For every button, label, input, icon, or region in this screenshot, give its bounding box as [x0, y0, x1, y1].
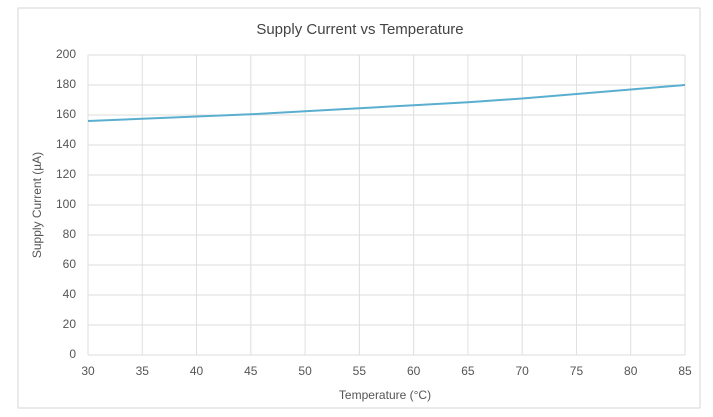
data-line	[87, 84, 686, 122]
y-tick-label: 120	[56, 167, 76, 181]
y-tick-label: 80	[63, 227, 77, 241]
x-tick-label: 80	[624, 364, 638, 378]
y-tick-label: 180	[56, 77, 76, 91]
x-tick-label: 35	[136, 364, 150, 378]
y-tick-label: 160	[56, 107, 76, 121]
x-tick-label: 30	[81, 364, 95, 378]
x-tick-label: 75	[570, 364, 584, 378]
y-tick-label: 40	[63, 287, 77, 301]
x-tick-label: 50	[298, 364, 312, 378]
y-tick-label: 60	[63, 257, 77, 271]
x-tick-label: 70	[516, 364, 530, 378]
y-tick-label: 20	[63, 317, 77, 331]
x-tick-label: 85	[678, 364, 692, 378]
chart-title: Supply Current vs Temperature	[256, 21, 463, 38]
x-tick-label: 60	[407, 364, 421, 378]
y-tick-label: 140	[56, 137, 76, 151]
x-tick-label: 45	[244, 364, 258, 378]
x-tick-label: 55	[353, 364, 367, 378]
y-tick-label: 200	[56, 47, 76, 61]
y-tick-label: 0	[69, 347, 76, 361]
x-tick-label: 40	[190, 364, 204, 378]
x-axis-label: Temperature (°C)	[339, 388, 431, 402]
y-tick-label: 100	[56, 197, 76, 211]
y-axis-label: Supply Current (µA)	[30, 152, 44, 258]
x-tick-label: 65	[461, 364, 475, 378]
